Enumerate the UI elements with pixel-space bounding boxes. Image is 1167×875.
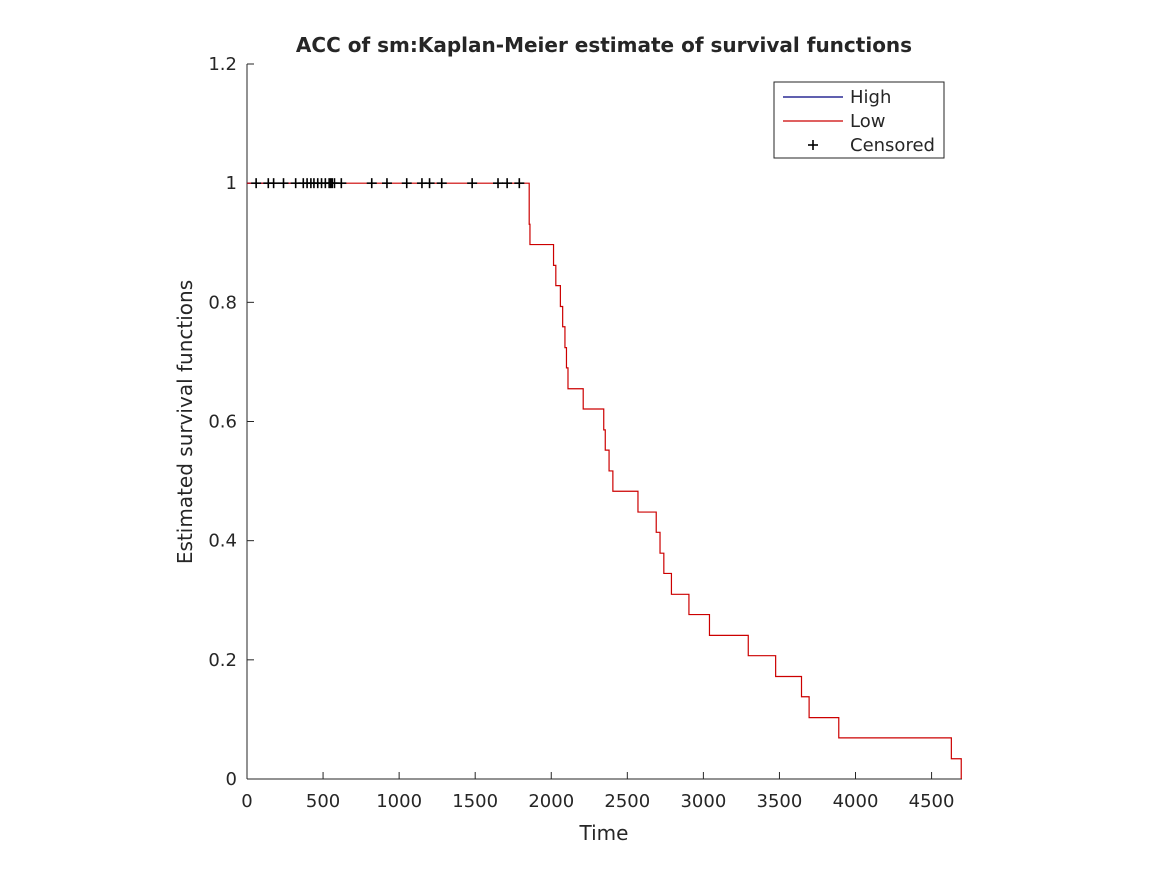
x-tick-label: 3000 (680, 791, 726, 812)
legend-label-censored: Censored (850, 135, 935, 156)
censored-marker (336, 178, 347, 189)
legend-label-low: Low (850, 111, 885, 132)
censored-marker (467, 178, 478, 189)
plot-area: 0 500 1000 1500 2000 2500 3000 3500 4000 4500 0 0.2… (208, 54, 962, 812)
y-tick-label: 1 (226, 173, 237, 194)
censored-marker (493, 178, 504, 189)
series-line-low (247, 182, 962, 779)
x-tick-label: 1500 (452, 791, 498, 812)
censored-marker (514, 178, 525, 189)
legend: High Low Censored (773, 81, 945, 159)
censored-marker (278, 178, 289, 189)
censored-marker (268, 178, 279, 189)
y-tick-label: 0.6 (208, 412, 237, 433)
x-tick-label: 2500 (604, 791, 650, 812)
y-axis-label: Estimated survival functions (173, 280, 197, 564)
legend-label-high: High (850, 87, 891, 108)
legend-box (773, 81, 945, 159)
censored-marker (251, 178, 262, 189)
y-tick-label: 0.4 (208, 531, 237, 552)
censored-marker (502, 178, 513, 189)
chart-title: ACC of sm:Kaplan-Meier estimate of survi… (296, 33, 912, 57)
x-tick-label: 2000 (528, 791, 574, 812)
y-tick-label: 0.8 (208, 292, 237, 313)
x-tick-label: 1000 (376, 791, 422, 812)
x-tick-label: 500 (306, 791, 340, 812)
x-tick-label: 3500 (757, 791, 803, 812)
x-axis-label: Time (579, 821, 629, 845)
x-tick-label: 0 (241, 791, 252, 812)
y-tick-label: 0 (226, 769, 237, 790)
censored-marker (381, 178, 392, 189)
y-tick-label: 0.2 (208, 650, 237, 671)
censored-marker (424, 178, 435, 189)
x-tick-label: 4000 (833, 791, 879, 812)
legend-swatch-censored (808, 140, 818, 150)
x-tick-label: 4500 (909, 791, 955, 812)
y-tick-label: 1.2 (208, 54, 237, 75)
censored-marker (401, 178, 412, 189)
censored-marker (436, 178, 447, 189)
censored-marker (366, 178, 377, 189)
